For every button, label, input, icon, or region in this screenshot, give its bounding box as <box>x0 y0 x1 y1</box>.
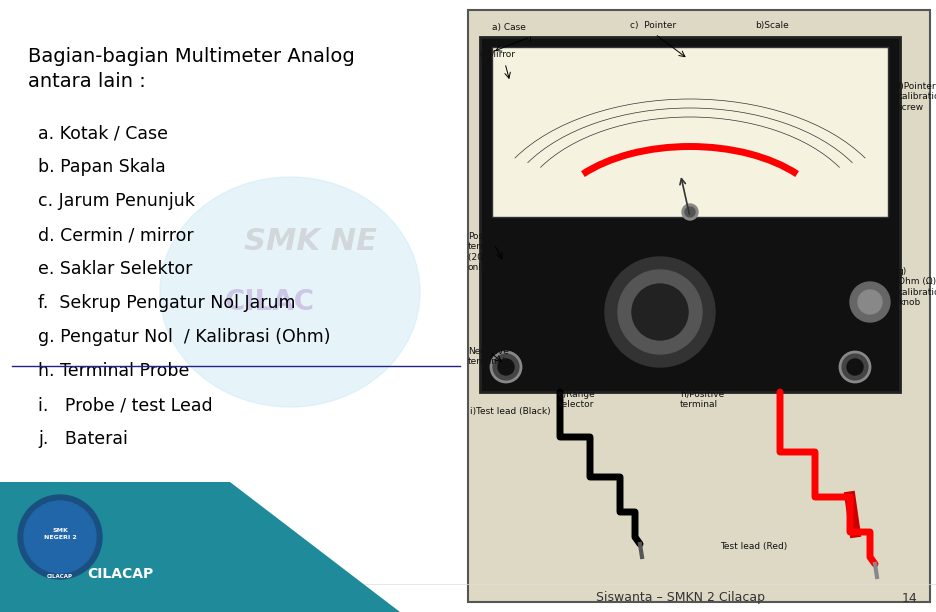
Circle shape <box>498 359 514 375</box>
Text: Negative
terminal: Negative terminal <box>468 347 509 367</box>
Text: c. Jarum Penunjuk: c. Jarum Penunjuk <box>38 192 195 210</box>
Text: SMK NE: SMK NE <box>243 228 376 256</box>
Circle shape <box>24 501 96 573</box>
Text: CILACAP: CILACAP <box>87 567 154 581</box>
Text: Siswanta – SMKN 2 Cilacap: Siswanta – SMKN 2 Cilacap <box>595 592 765 605</box>
Text: i)Test lead (Black): i)Test lead (Black) <box>470 407 550 416</box>
Circle shape <box>18 495 102 579</box>
Text: c)  Pointer: c) Pointer <box>630 21 676 30</box>
Text: g)
Ohm (Ω)
calibration
knob: g) Ohm (Ω) calibration knob <box>898 267 936 307</box>
Text: f.  Sekrup Pengatur Nol Jarum: f. Sekrup Pengatur Nol Jarum <box>38 294 296 312</box>
Polygon shape <box>0 482 400 612</box>
Text: j.   Baterai: j. Baterai <box>38 430 128 448</box>
Text: d. Cermin / mirror: d. Cermin / mirror <box>38 226 194 244</box>
Text: CILAC: CILAC <box>225 288 315 316</box>
Text: 14: 14 <box>902 592 918 605</box>
Text: CILACAP: CILACAP <box>47 575 73 580</box>
Circle shape <box>840 352 870 382</box>
Text: Bagian-bagian Multimeter Analog: Bagian-bagian Multimeter Analog <box>28 47 355 66</box>
Circle shape <box>682 204 698 220</box>
Text: i.   Probe / test Lead: i. Probe / test Lead <box>38 396 212 414</box>
Text: Positive
terminal
(20A DC
only): Positive terminal (20A DC only) <box>468 232 506 272</box>
Circle shape <box>847 359 863 375</box>
Text: a. Kotak / Case: a. Kotak / Case <box>38 124 168 142</box>
Text: h)Positive
terminal: h)Positive terminal <box>680 390 724 409</box>
Circle shape <box>632 284 688 340</box>
Circle shape <box>491 352 521 382</box>
Text: antara lain :: antara lain : <box>28 72 146 91</box>
Text: b)Scale: b)Scale <box>755 21 789 30</box>
Circle shape <box>858 290 882 314</box>
Bar <box>492 47 888 217</box>
Bar <box>468 10 930 602</box>
Text: g. Pengatur Nol  / Kalibrasi (Ohm): g. Pengatur Nol / Kalibrasi (Ohm) <box>38 328 330 346</box>
Text: e)Range
selector: e)Range selector <box>558 390 595 409</box>
Text: f)Pointer
calibration
screw: f)Pointer calibration screw <box>898 82 936 112</box>
Circle shape <box>850 282 890 322</box>
Circle shape <box>618 270 702 354</box>
Circle shape <box>685 207 695 217</box>
Text: SMK
NEGERI 2: SMK NEGERI 2 <box>44 528 77 540</box>
Text: h. Terminal Probe: h. Terminal Probe <box>38 362 189 380</box>
Text: a) Case: a) Case <box>492 23 526 32</box>
Text: Test lead (Red): Test lead (Red) <box>720 542 787 551</box>
Text: e. Saklar Selektor: e. Saklar Selektor <box>38 260 193 278</box>
Text: d)Mirror: d)Mirror <box>480 50 516 59</box>
Text: b. Papan Skala: b. Papan Skala <box>38 158 166 176</box>
Circle shape <box>605 257 715 367</box>
Bar <box>480 37 900 392</box>
Ellipse shape <box>160 177 420 407</box>
